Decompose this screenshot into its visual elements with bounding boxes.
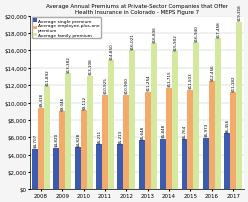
Text: $11,892: $11,892 bbox=[45, 69, 49, 85]
Text: $15,902: $15,902 bbox=[173, 34, 177, 51]
Text: $4,828: $4,828 bbox=[76, 132, 80, 146]
Text: $5,648: $5,648 bbox=[140, 125, 144, 139]
Bar bbox=[32, 149, 38, 189]
Bar bbox=[65, 74, 71, 189]
Bar bbox=[44, 87, 50, 189]
Text: $11,254: $11,254 bbox=[146, 74, 150, 91]
Text: $16,940: $16,940 bbox=[194, 25, 198, 42]
Bar bbox=[139, 141, 145, 189]
Text: $5,764: $5,764 bbox=[183, 124, 186, 138]
Text: $13,382: $13,382 bbox=[66, 56, 70, 73]
Text: $14,850: $14,850 bbox=[109, 43, 113, 60]
Bar bbox=[187, 90, 193, 189]
Bar bbox=[203, 138, 209, 189]
Bar bbox=[166, 88, 172, 189]
Bar bbox=[129, 51, 135, 189]
Text: $6,456: $6,456 bbox=[225, 118, 229, 132]
Bar bbox=[38, 108, 44, 189]
Bar bbox=[193, 43, 199, 189]
Bar bbox=[224, 134, 230, 189]
Title: Average Annual Premiums at Private-Sector Companies that Offer
Health Insurance : Average Annual Premiums at Private-Secto… bbox=[46, 4, 228, 15]
Text: $4,820: $4,820 bbox=[54, 132, 59, 146]
Text: $12,456: $12,456 bbox=[210, 64, 214, 81]
Bar bbox=[87, 76, 93, 189]
Text: $16,021: $16,021 bbox=[130, 33, 134, 50]
Bar bbox=[151, 44, 157, 189]
Text: $13,108: $13,108 bbox=[88, 58, 92, 75]
Bar bbox=[60, 111, 65, 189]
Bar bbox=[124, 95, 129, 189]
Bar bbox=[236, 23, 242, 189]
Bar bbox=[75, 148, 81, 189]
Bar bbox=[81, 111, 87, 189]
Text: $9,112: $9,112 bbox=[82, 95, 86, 109]
Text: $10,925: $10,925 bbox=[103, 77, 107, 94]
Bar bbox=[230, 93, 236, 189]
Bar bbox=[145, 92, 151, 189]
Text: $9,418: $9,418 bbox=[39, 93, 43, 107]
Text: $11,182: $11,182 bbox=[231, 75, 235, 92]
Bar bbox=[215, 39, 221, 189]
Bar bbox=[96, 144, 102, 189]
Text: $17,458: $17,458 bbox=[216, 21, 220, 37]
Text: $10,900: $10,900 bbox=[124, 77, 128, 94]
Text: $5,973: $5,973 bbox=[204, 122, 208, 137]
Bar bbox=[209, 82, 215, 189]
Text: $11,503: $11,503 bbox=[188, 72, 192, 89]
Text: $5,848: $5,848 bbox=[161, 123, 165, 138]
Bar bbox=[108, 61, 114, 189]
Bar bbox=[160, 139, 166, 189]
Bar bbox=[182, 140, 187, 189]
Bar bbox=[118, 144, 124, 189]
Bar bbox=[102, 95, 108, 189]
Text: $11,715: $11,715 bbox=[167, 70, 171, 87]
Bar bbox=[53, 148, 60, 189]
Text: $9,046: $9,046 bbox=[61, 96, 64, 110]
Text: $5,213: $5,213 bbox=[119, 129, 123, 143]
Bar bbox=[172, 52, 178, 189]
Text: $5,211: $5,211 bbox=[97, 129, 101, 143]
Legend: Average single premium, Average employee-plus-one
premium, Average family premiu: Average single premium, Average employee… bbox=[32, 18, 101, 39]
Text: $19,318: $19,318 bbox=[237, 5, 241, 21]
Text: $4,707: $4,707 bbox=[33, 133, 37, 147]
Text: $16,836: $16,836 bbox=[152, 26, 156, 43]
